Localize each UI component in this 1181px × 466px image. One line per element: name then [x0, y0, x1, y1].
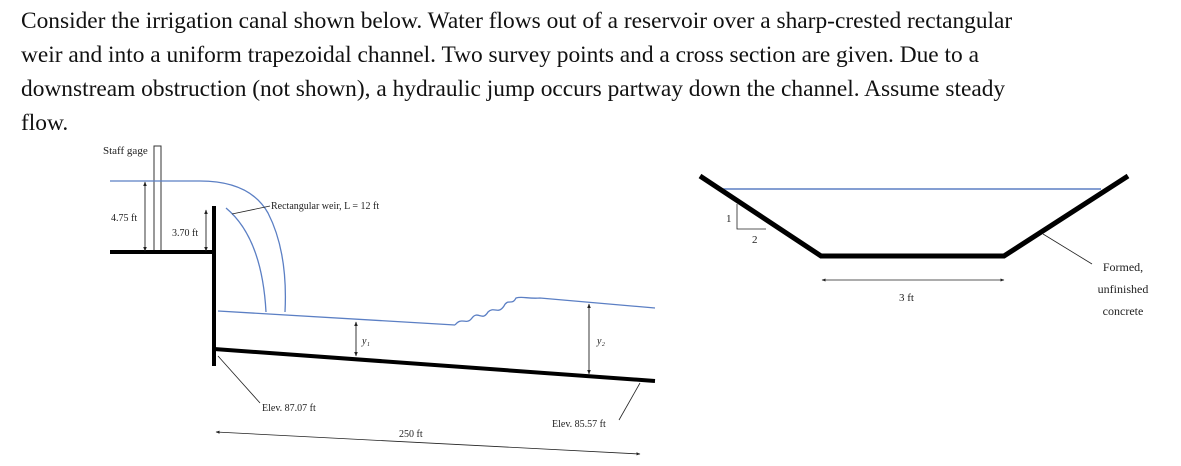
lining-label: unfinished	[1098, 282, 1149, 296]
cross-section: 1 2 3 ft Formed, unfinished concrete	[698, 173, 1149, 318]
weir-leader	[231, 205, 271, 215]
slope-run-label: 2	[752, 234, 758, 246]
slope-rise-label: 1	[726, 213, 732, 225]
depth2-label: y₂	[596, 336, 605, 347]
length-dimension-arrow	[215, 430, 641, 456]
weir-height-label: 3.70 ft	[172, 228, 198, 239]
nappe-underside	[225, 207, 267, 313]
elev-downstream-label: Elev. 85.57 ft	[552, 419, 606, 430]
elev-upstream-label: Elev. 87.07 ft	[262, 403, 316, 414]
lining-label: concrete	[1103, 304, 1144, 318]
channel-section	[698, 173, 1130, 259]
hydraulic-jump	[454, 296, 656, 326]
staff-gage-label: Staff gage	[103, 145, 148, 157]
water-surface-reservoir	[110, 180, 287, 313]
longitudinal-profile: Staff gage 4.75 ft 3.70 ft Rectangular w…	[103, 145, 656, 456]
problem-line: flow.	[21, 110, 69, 136]
elev-downstream-leader	[618, 382, 641, 421]
weir-label: Rectangular weir, L = 12 ft	[271, 201, 379, 212]
slope-triangle	[736, 204, 766, 230]
staff-gage	[153, 145, 162, 253]
head-total-label: 4.75 ft	[111, 213, 137, 224]
lining-label: Formed,	[1103, 260, 1143, 274]
problem-line: weir and into a uniform trapezoidal chan…	[21, 42, 979, 68]
channel-bed	[213, 347, 656, 383]
problem-statement: Consider the irrigation canal shown belo…	[21, 4, 1171, 140]
elev-upstream-leader	[217, 355, 261, 404]
problem-line: downstream obstruction (not shown), a hy…	[21, 76, 1006, 102]
water-surface-supercritical	[217, 310, 456, 326]
bottom-width-label: 3 ft	[899, 292, 914, 304]
depth1-label: y₁	[361, 336, 370, 347]
problem-line: Consider the irrigation canal shown belo…	[21, 8, 1013, 34]
lining-leader	[1042, 233, 1093, 265]
length-label: 250 ft	[399, 429, 423, 440]
